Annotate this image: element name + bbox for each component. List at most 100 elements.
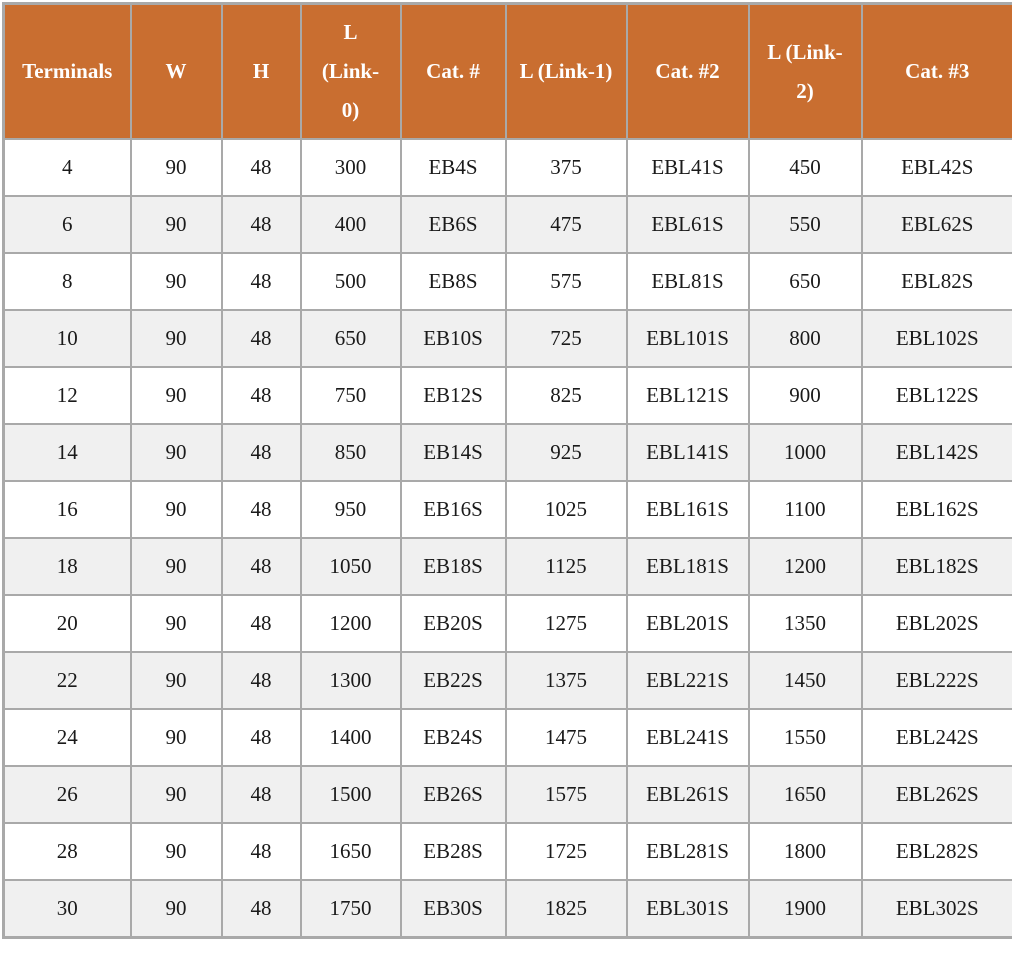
- cell: 725: [506, 310, 627, 367]
- cell: EBL122S: [862, 367, 1012, 424]
- cell: EBL82S: [862, 253, 1012, 310]
- cell: 4: [4, 139, 131, 196]
- cell: EBL281S: [627, 823, 749, 880]
- cell: 14: [4, 424, 131, 481]
- cell: 1000: [749, 424, 862, 481]
- cell: EB12S: [401, 367, 506, 424]
- cell: 30: [4, 880, 131, 938]
- cell: 8: [4, 253, 131, 310]
- cell: 500: [301, 253, 401, 310]
- cell: 1550: [749, 709, 862, 766]
- cell: 950: [301, 481, 401, 538]
- cell: 48: [222, 880, 301, 938]
- cell: 1825: [506, 880, 627, 938]
- cell: 48: [222, 766, 301, 823]
- cell: EBL242S: [862, 709, 1012, 766]
- cell: EBL161S: [627, 481, 749, 538]
- cell: EB24S: [401, 709, 506, 766]
- cell: EBL41S: [627, 139, 749, 196]
- cell: 28: [4, 823, 131, 880]
- cell: 1200: [301, 595, 401, 652]
- cell: EB18S: [401, 538, 506, 595]
- cell: EB10S: [401, 310, 506, 367]
- cell: 650: [749, 253, 862, 310]
- cell: 1025: [506, 481, 627, 538]
- cell: EBL62S: [862, 196, 1012, 253]
- cell: EB30S: [401, 880, 506, 938]
- cell: EBL301S: [627, 880, 749, 938]
- cell: EBL201S: [627, 595, 749, 652]
- cell: 1050: [301, 538, 401, 595]
- cell: 1100: [749, 481, 862, 538]
- cell: 90: [131, 538, 222, 595]
- cell: 1475: [506, 709, 627, 766]
- cell: 650: [301, 310, 401, 367]
- column-header-l-link-0: L (Link-0): [301, 4, 401, 140]
- cell: EBL121S: [627, 367, 749, 424]
- cell: 90: [131, 367, 222, 424]
- cell: 1725: [506, 823, 627, 880]
- column-header-cat-2: Cat. #2: [627, 4, 749, 140]
- cell: EBL61S: [627, 196, 749, 253]
- cell: 1800: [749, 823, 862, 880]
- cell: 18: [4, 538, 131, 595]
- cell: 400: [301, 196, 401, 253]
- cell: 1275: [506, 595, 627, 652]
- cell: 1650: [749, 766, 862, 823]
- cell: EBL261S: [627, 766, 749, 823]
- cell: 48: [222, 538, 301, 595]
- cell: 575: [506, 253, 627, 310]
- cell: 48: [222, 481, 301, 538]
- column-header-h: H: [222, 4, 301, 140]
- cell: 1125: [506, 538, 627, 595]
- cell: 48: [222, 139, 301, 196]
- cell: 90: [131, 253, 222, 310]
- cell: 16: [4, 481, 131, 538]
- cell: 48: [222, 253, 301, 310]
- cell: EBL182S: [862, 538, 1012, 595]
- cell: EB6S: [401, 196, 506, 253]
- cell: 12: [4, 367, 131, 424]
- cell: 1900: [749, 880, 862, 938]
- cell: EBL262S: [862, 766, 1012, 823]
- cell: 90: [131, 595, 222, 652]
- cell: 90: [131, 424, 222, 481]
- cell: 925: [506, 424, 627, 481]
- cell: EBL221S: [627, 652, 749, 709]
- cell: 48: [222, 652, 301, 709]
- cell: 90: [131, 652, 222, 709]
- column-header-cat-3: Cat. #3: [862, 4, 1012, 140]
- cell: 48: [222, 367, 301, 424]
- cell: EB26S: [401, 766, 506, 823]
- cell: 1750: [301, 880, 401, 938]
- cell: 48: [222, 196, 301, 253]
- cell: EBL181S: [627, 538, 749, 595]
- cell: 800: [749, 310, 862, 367]
- cell: 750: [301, 367, 401, 424]
- cell: EBL141S: [627, 424, 749, 481]
- cell: 475: [506, 196, 627, 253]
- cell: 825: [506, 367, 627, 424]
- cell: EB28S: [401, 823, 506, 880]
- cell: EB4S: [401, 139, 506, 196]
- cell: EBL102S: [862, 310, 1012, 367]
- cell: 26: [4, 766, 131, 823]
- cell: 20: [4, 595, 131, 652]
- cell: 1400: [301, 709, 401, 766]
- cell: 1650: [301, 823, 401, 880]
- cell: 90: [131, 823, 222, 880]
- cell: EBL101S: [627, 310, 749, 367]
